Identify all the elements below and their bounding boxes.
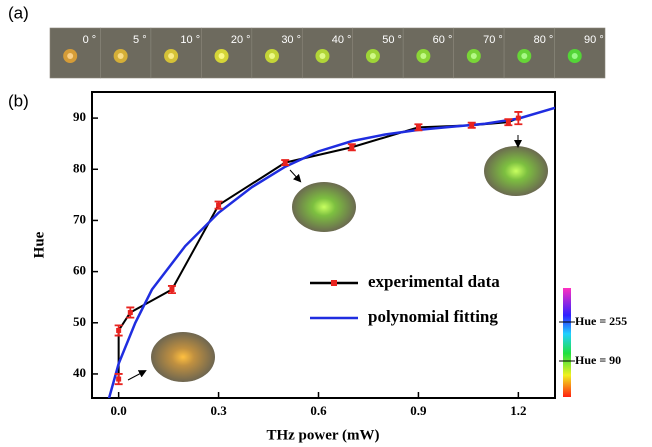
data-point — [505, 119, 511, 125]
y-tick-label: 60 — [73, 263, 86, 278]
x-tick-label: 1.2 — [510, 403, 526, 418]
light-spot-core — [117, 53, 124, 59]
light-spot-core — [319, 53, 326, 59]
y-tick-label: 80 — [73, 160, 86, 175]
legend-marker — [331, 280, 337, 286]
light-spot-core — [369, 53, 376, 59]
arrow — [127, 370, 147, 381]
angle-label: 5 ° — [133, 34, 147, 46]
x-axis-label: THz power (mW) — [266, 427, 379, 443]
angle-label: 20 ° — [231, 34, 251, 46]
angle-label: 60 ° — [433, 34, 453, 46]
data-point — [349, 144, 355, 150]
data-point — [116, 327, 122, 333]
colorbar — [563, 288, 571, 397]
angle-label: 40 ° — [332, 34, 352, 46]
light-spot-core — [218, 53, 225, 59]
image-strip: 0 ° 5 ° 10 ° 20 ° 30 ° 40 ° 50 ° 60 ° 70 ° 80 ° 90… — [49, 27, 606, 79]
series-line — [107, 106, 555, 398]
data-point — [515, 115, 521, 121]
plot-frame — [91, 91, 556, 399]
image-frame — [100, 27, 152, 79]
legend-label: experimental data — [368, 272, 500, 291]
y-tick-label: 70 — [73, 211, 86, 226]
y-axis-label: Hue — [31, 231, 47, 258]
colorbar-label: Hue = 90 — [575, 353, 621, 367]
light-spot-core — [168, 53, 175, 59]
data-point — [282, 160, 288, 166]
y-tick-label: 40 — [73, 365, 86, 380]
x-tick-label: 0.6 — [310, 403, 327, 418]
angle-label: 10 ° — [180, 34, 200, 46]
data-point — [216, 202, 222, 208]
data-point — [415, 124, 421, 130]
data-point — [127, 310, 133, 316]
x-tick-label: 0.0 — [111, 403, 127, 418]
y-tick-label: 50 — [73, 314, 86, 329]
angle-label: 80 ° — [534, 34, 554, 46]
legend-label: polynomial fitting — [368, 307, 498, 326]
arrow — [289, 169, 302, 183]
light-spot-core — [269, 53, 275, 59]
inset-image — [484, 146, 548, 196]
x-tick-label: 0.3 — [210, 403, 227, 418]
light-spot-core — [571, 53, 578, 59]
x-tick-label: 0.9 — [410, 403, 427, 418]
angle-label: 30 ° — [281, 34, 301, 46]
light-spot-core — [521, 53, 528, 59]
panel-label: (b) — [8, 91, 29, 110]
light-spot-core — [470, 53, 477, 59]
angle-label: 0 ° — [83, 34, 97, 46]
angle-label: 90 ° — [584, 34, 604, 46]
data-point — [169, 287, 175, 293]
inset-image — [292, 182, 356, 232]
y-tick-label: 90 — [73, 109, 86, 124]
panel-label: (a) — [8, 3, 29, 22]
colorbar-label: Hue = 255 — [575, 314, 627, 328]
data-point — [116, 376, 122, 382]
data-point — [469, 122, 475, 128]
inset-image — [151, 332, 215, 382]
angle-label: 50 ° — [382, 34, 402, 46]
light-spot-core — [67, 53, 74, 59]
angle-label: 70 ° — [483, 34, 503, 46]
light-spot-core — [420, 53, 427, 59]
